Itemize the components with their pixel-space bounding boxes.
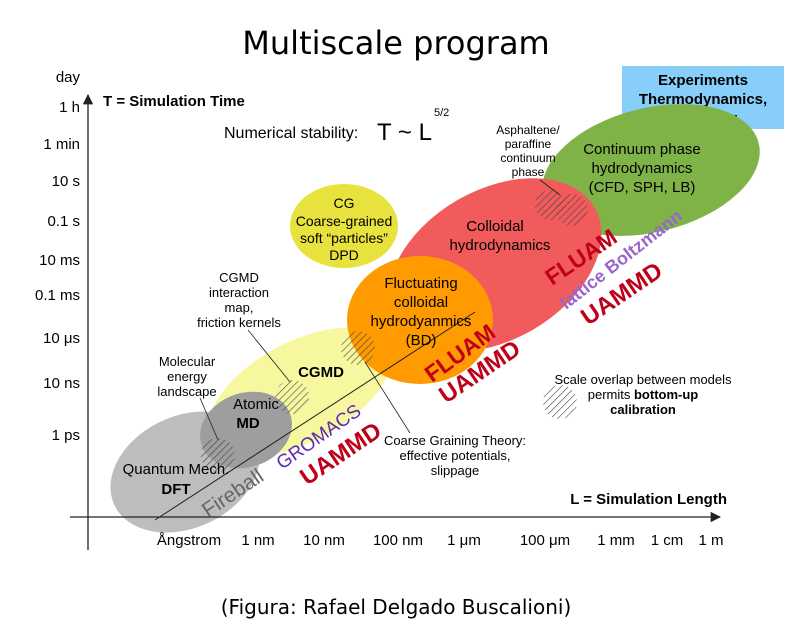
x-tick: 1 mm (597, 532, 635, 549)
overlap-line2-bold: bottom-up (634, 387, 698, 402)
asphaltene-line2: paraffine (505, 137, 552, 151)
figure-caption: (Figura: Rafael Delgado Buscalioni) (221, 595, 572, 619)
molecular-line2: energy (167, 369, 207, 384)
cgmd-map-line1: CGMD (219, 270, 259, 285)
continuum-label: Continuum phase hydrodynamics (CFD, SPH,… (583, 141, 701, 196)
x-tick-labels: Ångstrom 1 nm 10 nm 100 nm 1 μm 100 μm 1… (157, 532, 724, 549)
coarse-pointer (364, 361, 411, 434)
colloidal-line2: hydrodynamics (450, 237, 551, 254)
overlap-hatch-continuum (556, 194, 588, 226)
y-tick: 10 s (52, 173, 80, 190)
y-tick: 10 μs (43, 330, 80, 347)
cgmd-map-line3: map, (225, 300, 254, 315)
y-axis-title: T = Simulation Time (103, 93, 245, 110)
stability-formula: T ~ L (377, 119, 432, 146)
x-tick: Ångstrom (157, 532, 221, 549)
overlap-line2-text: permits (588, 387, 631, 402)
asphaltene-line4: phase (512, 165, 545, 179)
y-tick: 10 ns (43, 375, 80, 392)
continuum-line2: hydrodynamics (592, 160, 693, 177)
overlap-annotation: Scale overlap between models permits bot… (554, 372, 732, 417)
continuum-line1: Continuum phase (583, 141, 701, 158)
coarse-line2: effective potentials, (399, 448, 510, 463)
fluct-line2: colloidal (394, 294, 448, 311)
cg-line2: Coarse-grained (296, 213, 393, 229)
cgmd-label: CGMD (298, 364, 344, 381)
x-tick: 100 μm (520, 532, 570, 549)
cg-line1: CG (334, 195, 355, 211)
overlap-hatch-atomic (201, 438, 235, 472)
y-tick-labels: 1 h 1 min 10 s 0.1 s 10 ms 0.1 ms 10 μs … (35, 99, 80, 444)
qm-label-line1: Quantum Mech. (123, 461, 230, 478)
y-tick: 1 h (59, 99, 80, 116)
diagram-title: Multiscale program (242, 24, 549, 62)
experiments-line2: Thermodynamics, (639, 91, 767, 108)
stability-exponent: 5/2 (434, 107, 449, 119)
overlap-hatch-fluct (341, 331, 375, 365)
colloidal-line1: Colloidal (466, 218, 524, 235)
asphaltene-annotation: Asphaltene/ paraffine continuum phase (496, 123, 560, 179)
cg-line3: soft “particles” (300, 230, 388, 246)
scaling-line (154, 311, 476, 521)
qm-label-line2: DFT (161, 481, 190, 498)
y-tick: 10 ms (39, 252, 80, 269)
cgmd-map-line4: friction kernels (197, 315, 281, 330)
molecular-pointer (199, 397, 219, 441)
asphaltene-line1: Asphaltene/ (496, 123, 560, 137)
overlap-line2: permits bottom-up (588, 387, 699, 402)
experiments-line1: Experiments (658, 72, 748, 89)
molecular-line1: Molecular (159, 354, 216, 369)
fluct-line3: hydrodyanmics (371, 313, 472, 330)
fluct-line1: Fluctuating (384, 275, 457, 292)
coarse-annotation: Coarse Graining Theory: effective potent… (384, 433, 526, 478)
cg-ellipse (290, 184, 398, 268)
y-tick: 0.1 s (47, 213, 80, 230)
continuum-ellipse (542, 104, 760, 236)
fluct-label: Fluctuating colloidal hydrodyanmics (BD) (371, 275, 472, 349)
cgmd-map-pointer (247, 329, 291, 383)
x-axis-title: L = Simulation Length (570, 491, 727, 508)
x-tick: 100 nm (373, 532, 423, 549)
molecular-annotation: Molecular energy landscape (157, 354, 216, 399)
cg-line4: DPD (329, 247, 359, 263)
continuum-line3: (CFD, SPH, LB) (589, 179, 696, 196)
x-tick: 1 μm (447, 532, 481, 549)
cg-label: CG Coarse-grained soft “particles” DPD (296, 195, 393, 263)
x-tick: 10 nm (303, 532, 345, 549)
coarse-line3: slippage (431, 463, 479, 478)
coarse-line1: Coarse Graining Theory: (384, 433, 526, 448)
overlap-line1: Scale overlap between models (554, 372, 732, 387)
overlap-hatch-cgmd (275, 380, 309, 414)
cgmd-map-line2: interaction (209, 285, 269, 300)
asphaltene-line3: continuum (500, 151, 555, 165)
fluct-ellipse (347, 256, 493, 384)
x-tick: 1 cm (651, 532, 684, 549)
y-unit-label: day (56, 69, 81, 86)
y-tick: 0.1 ms (35, 287, 80, 304)
overlap-hatch-legend (543, 385, 577, 419)
atomic-label-line2: MD (236, 415, 259, 432)
stability-label: Numerical stability: (224, 125, 358, 142)
asphaltene-pointer (539, 179, 561, 196)
x-tick: 1 m (698, 532, 723, 549)
overlap-line3: calibration (610, 402, 676, 417)
y-tick: 1 ps (52, 427, 80, 444)
molecular-line3: landscape (157, 384, 216, 399)
fluct-line4: (BD) (406, 332, 437, 349)
atomic-label-line1: Atomic (233, 396, 279, 413)
colloidal-label: Colloidal hydrodynamics (450, 218, 551, 254)
cgmd-map-annotation: CGMD interaction map, friction kernels (197, 270, 281, 330)
y-tick: 1 min (43, 136, 80, 153)
x-tick: 1 nm (241, 532, 274, 549)
